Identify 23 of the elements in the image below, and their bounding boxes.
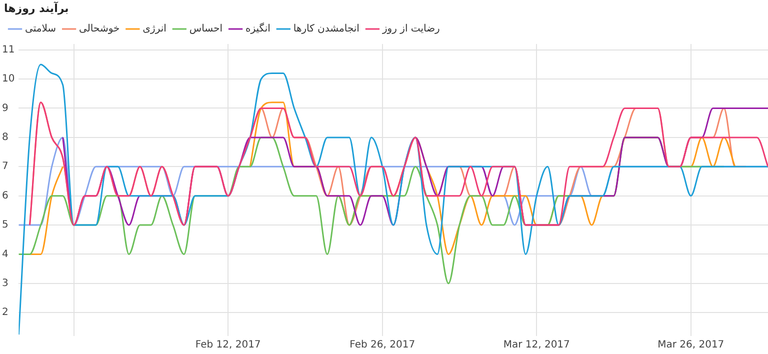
legend-label: انرژی <box>142 24 166 35</box>
y-tick-label: 4 <box>2 248 8 260</box>
y-tick-label: 5 <box>2 220 8 231</box>
y-tick-label: 6 <box>2 190 8 202</box>
legend-label: انگیزه <box>246 22 270 35</box>
legend-title: برآیند روزها <box>4 2 69 15</box>
x-tick-label: Feb 26, 2017 <box>350 340 416 351</box>
legend-label: سلامتی <box>25 24 56 35</box>
y-tick-label: 11 <box>2 44 15 56</box>
legend-label: احساس <box>189 24 223 35</box>
y-tick-label: 9 <box>2 102 8 114</box>
y-tick-label: 3 <box>2 278 8 290</box>
y-tick-label: 8 <box>2 132 8 144</box>
y-tick-label: 7 <box>2 161 8 172</box>
x-tick-label: Mar 26, 2017 <box>658 340 724 351</box>
legend-label: رضایت از روز <box>381 24 440 35</box>
legend-label: انجامشدن کارها <box>293 24 360 35</box>
x-tick-label: Feb 12, 2017 <box>195 340 261 351</box>
legend-label: خوشحالی <box>79 24 120 35</box>
line-series <box>18 64 768 336</box>
y-tick-label: 2 <box>2 307 8 318</box>
y-tick-label: 10 <box>2 74 15 85</box>
x-tick-label: Mar 12, 2017 <box>503 340 570 351</box>
